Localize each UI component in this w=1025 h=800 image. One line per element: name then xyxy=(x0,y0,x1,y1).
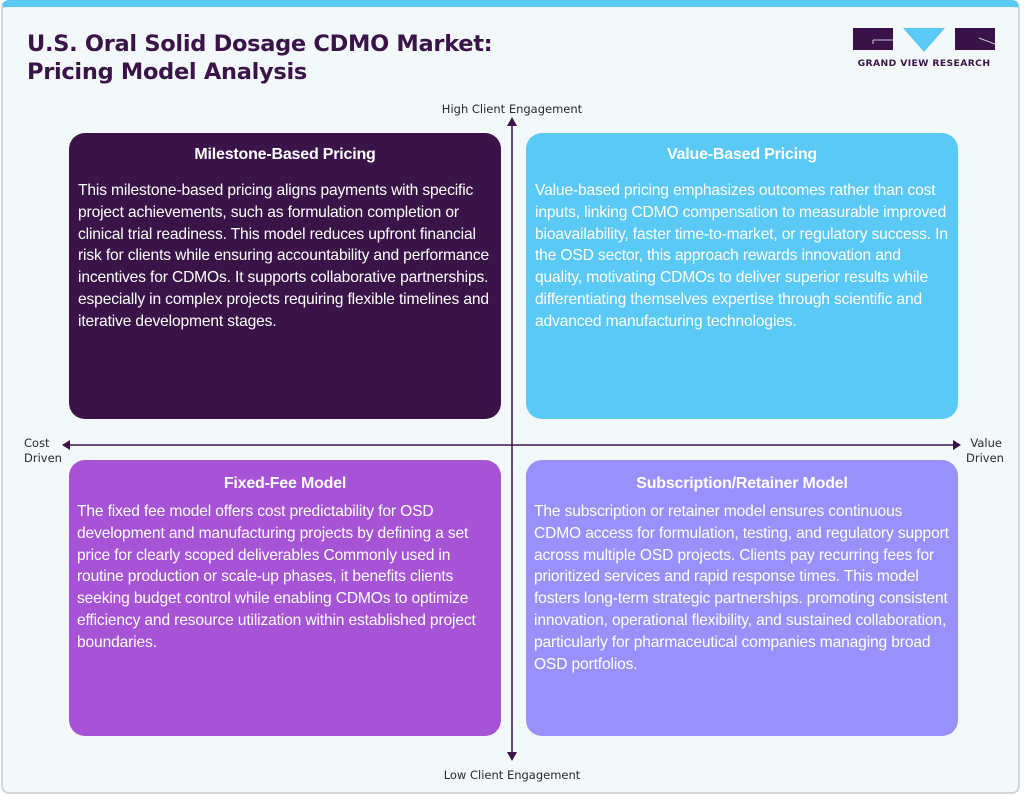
quadrant-title: Fixed-Fee Model xyxy=(223,475,347,492)
axis-label-cost-driven-line2: Driven xyxy=(24,451,62,465)
quadrant-title: Value-Based Pricing xyxy=(666,146,818,163)
quadrant-milestone-based-pricing: Milestone-Based Pricing This milestone-b… xyxy=(69,133,501,419)
quadrant-description: The subscription or retainer model ensur… xyxy=(534,503,949,673)
quadrant-description: The fixed fee model offers cost predicta… xyxy=(77,503,476,651)
quadrant-subscription-retainer-model: Subscription/Retainer Model The subscrip… xyxy=(526,460,958,736)
logo-brand-text: GRAND VIEW RESEARCH xyxy=(857,58,991,69)
axis-label-value-driven-line2: Driven xyxy=(966,451,1004,465)
title-line-2: Pricing Model Analysis xyxy=(27,59,307,85)
axis-label-value-driven: Value Driven xyxy=(966,436,1004,466)
axis-label-low-engagement: Low Client Engagement xyxy=(443,768,581,782)
page-title: U.S. Oral Solid Dosage CDMO Market: Pric… xyxy=(27,30,493,86)
quadrant-fixed-fee-model: Fixed-Fee Model The fixed fee model offe… xyxy=(69,460,501,736)
grand-view-research-logo-icon xyxy=(853,28,995,52)
quadrant-title: Milestone-Based Pricing xyxy=(194,146,376,163)
quadrant-description: This milestone-based pricing aligns paym… xyxy=(78,182,490,330)
title-line-1: U.S. Oral Solid Dosage CDMO Market: xyxy=(27,31,493,57)
axis-label-value-driven-line1: Value xyxy=(970,436,1002,450)
axis-label-cost-driven: Cost Driven xyxy=(24,436,62,466)
axis-label-cost-driven-line1: Cost xyxy=(24,436,50,450)
quadrant-title: Subscription/Retainer Model xyxy=(636,475,848,492)
quadrant-description: Value-based pricing emphasizes outcomes … xyxy=(535,182,948,330)
quadrant-value-based-pricing: Value-Based Pricing Value-based pricing … xyxy=(526,133,958,419)
axis-label-high-engagement: High Client Engagement xyxy=(441,102,583,116)
